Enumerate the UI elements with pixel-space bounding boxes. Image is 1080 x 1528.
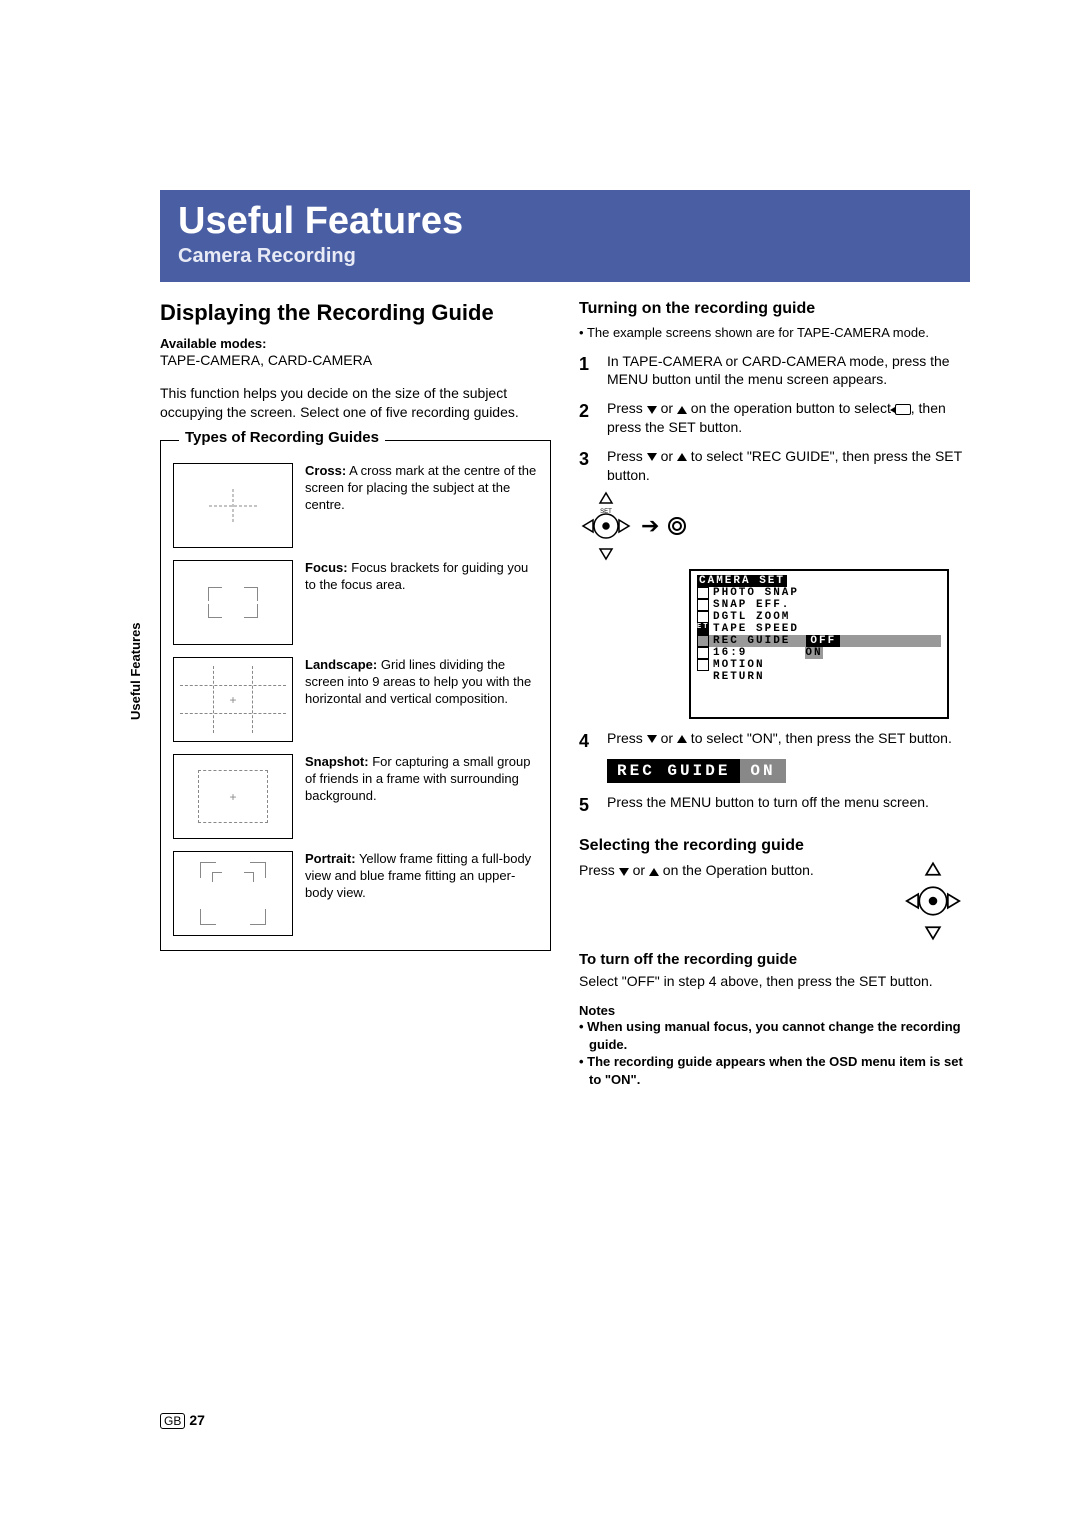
menu-icon	[697, 647, 709, 659]
menu-item: MOTION	[713, 659, 765, 671]
step-number: 1	[579, 352, 595, 390]
page-number: GB27	[160, 1412, 205, 1428]
step-number: 4	[579, 729, 595, 753]
menu-icon	[697, 635, 709, 647]
step-body: In TAPE-CAMERA or CARD-CAMERA mode, pres…	[607, 352, 970, 390]
status-label: REC GUIDE	[607, 759, 740, 783]
guide-cross: Cross: A cross mark at the centre of the…	[173, 463, 538, 548]
menu-icon	[697, 659, 709, 671]
snapshot-thumb: +	[173, 754, 293, 839]
triangle-down-icon	[619, 868, 629, 876]
step-number: 5	[579, 793, 595, 817]
portrait-thumb	[173, 851, 293, 936]
available-modes-label: Available modes:	[160, 336, 551, 351]
sidebar-label: Useful Features	[128, 622, 143, 720]
menu-value-off: OFF	[806, 635, 840, 647]
step-5: 5 Press the MENU button to turn off the …	[579, 793, 970, 817]
turn-off-body: Select "OFF" in step 4 above, then press…	[579, 972, 970, 991]
turn-off-heading: To turn off the recording guide	[579, 951, 970, 968]
step-number: 3	[579, 447, 595, 485]
note-item: • When using manual focus, you cannot ch…	[579, 1018, 970, 1053]
step-3: 3 Press or to select "REC GUIDE", then p…	[579, 447, 970, 485]
step-4: 4 Press or to select "ON", then press th…	[579, 729, 970, 753]
chapter-title: Useful Features	[178, 200, 952, 243]
menu-item: 16:9	[713, 647, 747, 659]
triangle-up-icon	[677, 406, 687, 414]
menu-title: CAMERA SET	[697, 575, 787, 587]
step-2: 2 Press or on the operation button to se…	[579, 399, 970, 437]
guide-snapshot: + Snapshot: For capturing a small group …	[173, 754, 538, 839]
guides-box: Types of Recording Guides Cross: A cross…	[160, 440, 551, 951]
triangle-down-icon	[647, 735, 657, 743]
guide-desc: Cross: A cross mark at the centre of the…	[305, 463, 538, 514]
arrow-right-icon: ➔	[641, 513, 659, 539]
triangle-down-icon	[647, 406, 657, 414]
selecting-heading: Selecting the recording guide	[579, 837, 970, 855]
guide-landscape: + Landscape: Grid lines dividing the scr…	[173, 657, 538, 742]
dpad-icon: SET	[579, 491, 633, 561]
triangle-up-icon	[649, 868, 659, 876]
guides-box-title: Types of Recording Guides	[179, 429, 385, 446]
menu-item-selected: REC GUIDE	[713, 635, 790, 647]
landscape-thumb: +	[173, 657, 293, 742]
guide-desc: Focus: Focus brackets for guiding you to…	[305, 560, 538, 594]
example-note: • The example screens shown are for TAPE…	[579, 324, 970, 342]
menu-value-on: ON	[805, 647, 822, 659]
step-number: 2	[579, 399, 595, 437]
note-item: • The recording guide appears when the O…	[579, 1053, 970, 1088]
left-column: Displaying the Recording Guide Available…	[160, 300, 551, 1089]
svg-text:SET: SET	[600, 509, 612, 515]
focus-thumb	[173, 560, 293, 645]
step-body: Press or to select "ON", then press the …	[607, 729, 970, 753]
camera-icon	[895, 404, 911, 415]
menu-item: TAPE SPEED	[713, 623, 799, 635]
notes-label: Notes	[579, 1003, 970, 1018]
available-modes: TAPE-CAMERA, CARD-CAMERA	[160, 351, 551, 370]
menu-item: RETURN	[713, 671, 765, 683]
menu-item: DGTL ZOOM	[713, 611, 790, 623]
step-body: Press or to select "REC GUIDE", then pre…	[607, 447, 970, 485]
turning-on-heading: Turning on the recording guide	[579, 300, 970, 318]
intro-text: This function helps you decide on the si…	[160, 384, 551, 422]
section-title: Displaying the Recording Guide	[160, 300, 551, 326]
chapter-subtitle: Camera Recording	[178, 245, 952, 268]
triangle-down-icon	[647, 453, 657, 461]
dpad-icon	[902, 861, 964, 941]
status-value: ON	[740, 759, 785, 783]
step-body: Press or on the operation button to sele…	[607, 399, 970, 437]
menu-icon: ETC	[697, 623, 709, 635]
guide-desc: Snapshot: For capturing a small group of…	[305, 754, 538, 805]
menu-icon	[697, 587, 709, 599]
menu-nav-row: SET ➔	[579, 491, 970, 561]
triangle-up-icon	[677, 453, 687, 461]
target-icon	[667, 516, 687, 536]
step-body: Press the MENU button to turn off the me…	[607, 793, 970, 817]
chapter-header: Useful Features Camera Recording	[160, 190, 970, 282]
guide-focus: Focus: Focus brackets for guiding you to…	[173, 560, 538, 645]
guide-desc: Portrait: Yellow frame fitting a full-bo…	[305, 851, 538, 902]
status-bar: REC GUIDE ON	[607, 759, 786, 783]
menu-item: PHOTO SNAP	[713, 587, 799, 599]
menu-icon	[697, 611, 709, 623]
menu-item: SNAP EFF.	[713, 599, 790, 611]
triangle-up-icon	[677, 735, 687, 743]
right-column: Turning on the recording guide • The exa…	[579, 300, 970, 1089]
menu-icon	[697, 599, 709, 611]
guide-portrait: Portrait: Yellow frame fitting a full-bo…	[173, 851, 538, 936]
guide-desc: Landscape: Grid lines dividing the scree…	[305, 657, 538, 708]
menu-screen: CAMERA SET PHOTO SNAP SNAP EFF. DGTL ZOO…	[689, 569, 949, 719]
step-1: 1 In TAPE-CAMERA or CARD-CAMERA mode, pr…	[579, 352, 970, 390]
cross-thumb	[173, 463, 293, 548]
